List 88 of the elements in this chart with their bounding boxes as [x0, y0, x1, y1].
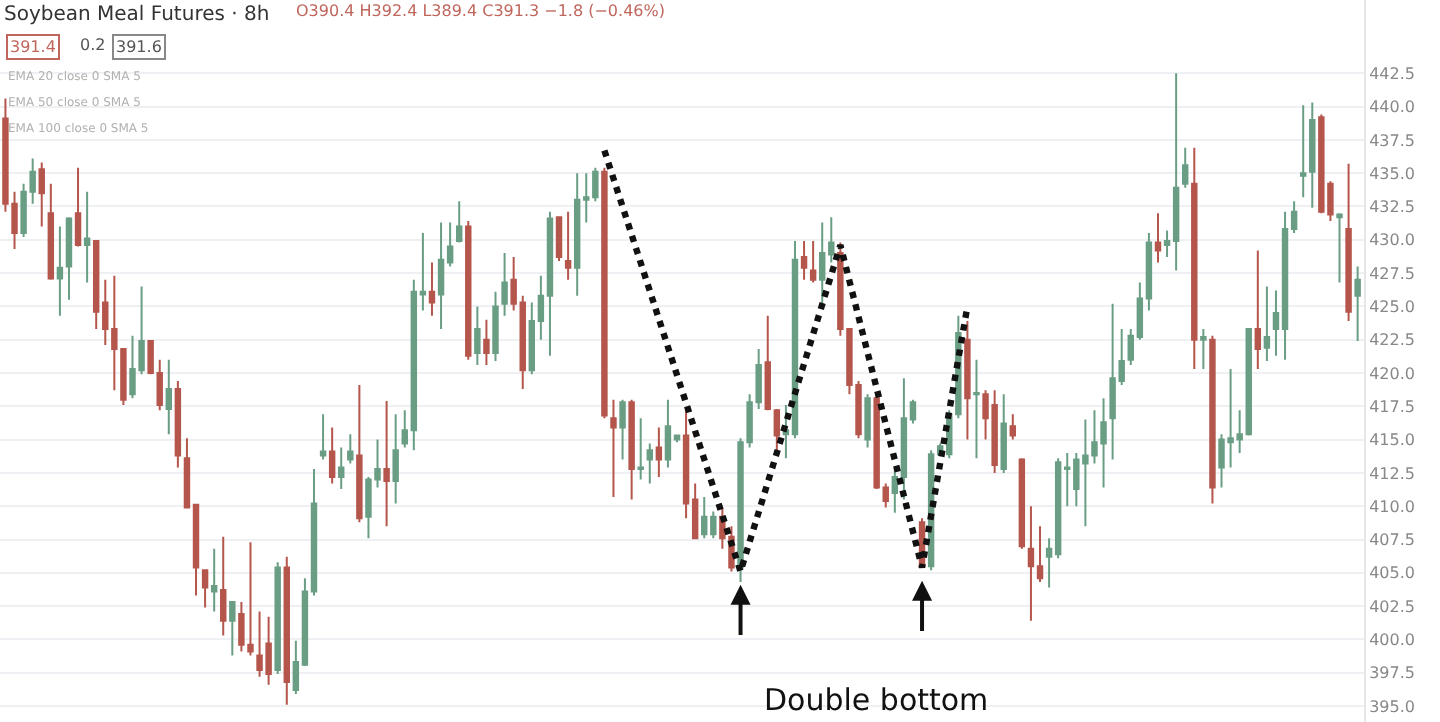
y-tick-label: 432.5 — [1369, 198, 1416, 217]
y-tick-label: 407.5 — [1369, 531, 1416, 550]
candlestick — [319, 413, 327, 461]
candlestick — [1345, 162, 1352, 323]
candlestick — [383, 399, 390, 528]
candlestick — [964, 320, 971, 441]
line-series — [601, 147, 971, 575]
y-tick-label: 395.0 — [1369, 697, 1416, 716]
candlestick — [800, 240, 808, 281]
y-tick-label: 420.0 — [1369, 364, 1416, 383]
y-tick-label: 422.5 — [1369, 331, 1416, 350]
y-tick-label: 440.0 — [1369, 98, 1416, 117]
candlestick — [637, 417, 644, 481]
candlestick — [455, 200, 463, 244]
candlestick — [1191, 146, 1198, 370]
y-tick-label: 435.0 — [1369, 164, 1416, 183]
candlestick — [492, 290, 499, 362]
candlestick — [283, 555, 290, 706]
candlestick — [628, 398, 635, 501]
candlestick — [65, 216, 73, 301]
candlestick — [56, 225, 64, 317]
candlestick — [47, 182, 55, 281]
y-tick-label: 397.5 — [1369, 664, 1416, 683]
candlestick — [1254, 249, 1262, 370]
candlestick — [1263, 285, 1271, 362]
candlestick — [1209, 334, 1216, 505]
candlestick — [1000, 393, 1007, 474]
y-tick-label: 417.5 — [1369, 397, 1416, 416]
candlestick — [555, 216, 563, 263]
candlestick — [474, 305, 481, 366]
candlestick — [809, 240, 817, 284]
y-tick-label: 410.0 — [1369, 497, 1416, 516]
y-tick-label: 425.0 — [1369, 297, 1416, 316]
candlestick — [1009, 413, 1017, 441]
candlestick — [428, 261, 436, 317]
annotation: 391.6 — [116, 38, 162, 56]
y-tick-label: 427.5 — [1369, 264, 1416, 283]
chart-title: Soybean Meal Futures · 8h — [4, 4, 270, 26]
annotation: 0.2 — [80, 36, 106, 54]
y-tick-label: 437.5 — [1369, 131, 1416, 150]
candlestick — [229, 601, 236, 657]
candlestick — [165, 358, 173, 436]
candlestick — [1172, 72, 1180, 272]
candlestick — [1182, 146, 1189, 189]
y-tick-label: 402.5 — [1369, 597, 1416, 616]
candlestick — [201, 569, 209, 609]
y-tick-label: 400.0 — [1369, 631, 1416, 649]
candlestick — [573, 172, 581, 297]
candlestick — [664, 398, 672, 469]
candlestick — [328, 426, 336, 485]
candlestick — [864, 393, 871, 449]
annotation: Double bottom — [764, 682, 989, 718]
annotation: 391.4 — [10, 38, 56, 56]
candlestick — [38, 161, 45, 228]
candlestick — [655, 426, 663, 478]
candlestick — [610, 398, 617, 498]
candlestick — [338, 446, 345, 490]
candlestick — [564, 210, 572, 281]
candlestick — [274, 561, 281, 676]
candlestick — [465, 220, 472, 361]
candlestick — [1200, 328, 1207, 370]
annotation: O390.4 H392.4 L389.4 C391.3 −1.8 (−0.46%) — [296, 2, 665, 20]
y-tick-label: 415.0 — [1369, 431, 1416, 450]
candlestick — [83, 190, 91, 284]
y-tick-label: 442.5 — [1369, 64, 1416, 83]
candlestick — [74, 166, 82, 248]
candlestick — [483, 318, 490, 366]
candlestick — [437, 221, 445, 331]
candlestick — [601, 166, 608, 420]
candlestick — [646, 442, 653, 485]
y-tick-label: 405.0 — [1369, 564, 1416, 583]
candlestick — [1154, 212, 1162, 264]
candlestick — [1336, 212, 1343, 284]
candlestick — [392, 413, 399, 505]
candlestick — [1027, 505, 1035, 622]
y-tick-label: 430.0 — [1369, 231, 1416, 250]
candlestick — [174, 379, 182, 469]
candlestick — [501, 252, 508, 317]
candlestick — [356, 383, 363, 524]
candlestick — [619, 398, 626, 461]
candlestick — [1018, 457, 1026, 550]
candlestick — [220, 535, 227, 637]
candlestick — [546, 210, 554, 357]
y-tick-label: 412.5 — [1369, 464, 1416, 483]
candlestick — [1354, 265, 1361, 343]
candlestick — [210, 547, 218, 613]
candlestick — [973, 358, 980, 460]
candlestick — [347, 433, 354, 465]
